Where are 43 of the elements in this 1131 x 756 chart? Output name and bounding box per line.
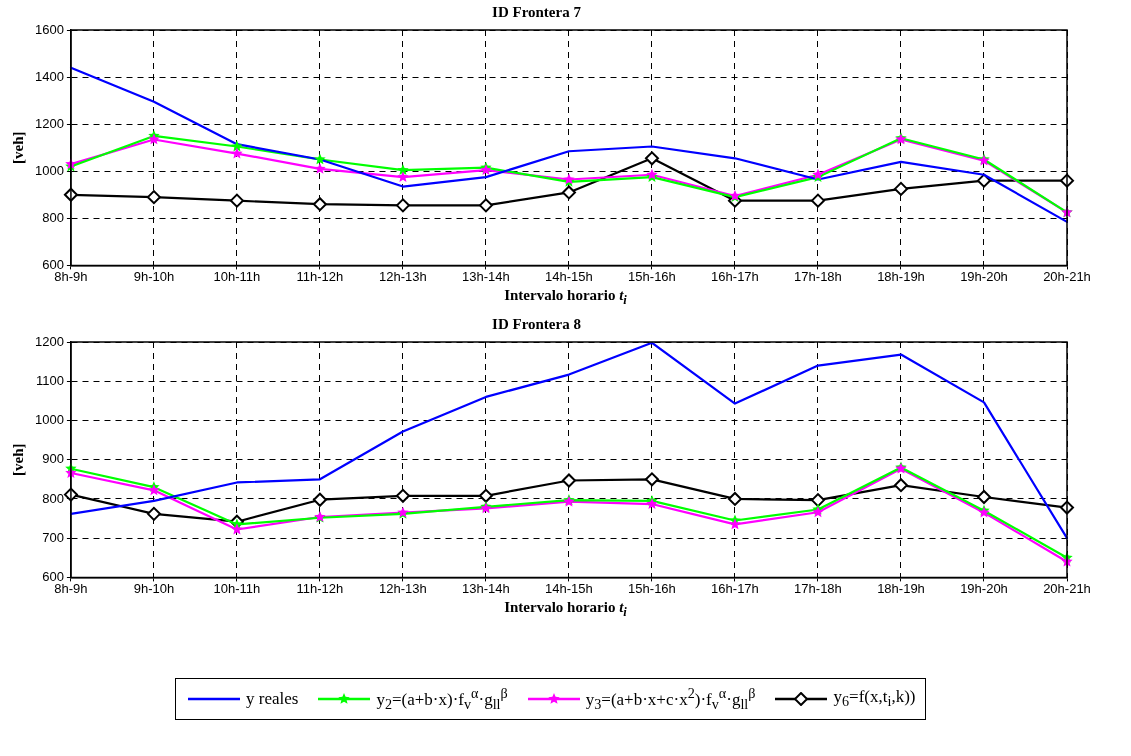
legend-label: y$_{6}$=f(x,t$_{i}$,k)) (833, 687, 916, 711)
chart-title: ID Frontera 7 (492, 3, 582, 20)
x-axis-title: Intervalo horario t$_{i}$ (503, 287, 628, 308)
x-tick-label: 19h-20h (960, 580, 1008, 596)
x-tick-label: 20h-21h (1043, 580, 1091, 596)
y-axis-title: [veh] (9, 131, 26, 164)
y-tick-label: 1000 (35, 412, 64, 428)
y-tick-label: 700 (42, 529, 64, 545)
y-tick-label: 1400 (35, 68, 64, 84)
y-tick-label: 1600 (35, 21, 64, 37)
y-tick-label: 800 (42, 209, 64, 225)
x-tick-label: 11h-12h (296, 268, 344, 284)
x-tick-label: 14h-15h (545, 268, 593, 284)
y-tick-label: 1200 (35, 333, 64, 349)
y-tick-label: 1000 (35, 162, 64, 178)
x-tick-label: 18h-19h (877, 268, 925, 284)
x-tick-label: 11h-12h (296, 580, 344, 596)
x-tick-label: 9h-10h (133, 580, 175, 596)
x-tick-label: 10h-11h (213, 580, 261, 596)
chart-title: ID Frontera 8 (492, 315, 581, 332)
x-tick-label: 15h-16h (628, 580, 676, 596)
x-tick-label: 13h-14h (462, 268, 510, 284)
x-tick-label: 14h-15h (545, 580, 593, 596)
y-tick-label: 1200 (35, 115, 64, 131)
x-tick-label: 16h-17h (711, 580, 759, 596)
x-tick-label: 13h-14h (462, 580, 510, 596)
x-tick-label: 17h-18h (794, 580, 842, 596)
y-axis-title: [veh] (9, 443, 26, 476)
y-tick-label: 800 (42, 490, 64, 506)
x-tick-label: 18h-19h (877, 580, 925, 596)
x-tick-label: 12h-13h (379, 580, 427, 596)
x-tick-label: 17h-18h (794, 268, 842, 284)
x-tick-label: 10h-11h (213, 268, 261, 284)
x-tick-label: 19h-20h (960, 268, 1008, 284)
legend-label: y reales (246, 689, 299, 710)
x-tick-label: 12h-13h (379, 268, 427, 284)
x-tick-label: 9h-10h (133, 268, 175, 284)
y-tick-label: 900 (42, 451, 64, 467)
x-axis-title: Intervalo horario t$_{i}$ (503, 599, 628, 620)
x-tick-label: 16h-17h (711, 268, 759, 284)
x-tick-label: 15h-16h (628, 268, 676, 284)
x-tick-label: 20h-21h (1043, 268, 1091, 284)
y-tick-label: 1100 (35, 372, 64, 388)
